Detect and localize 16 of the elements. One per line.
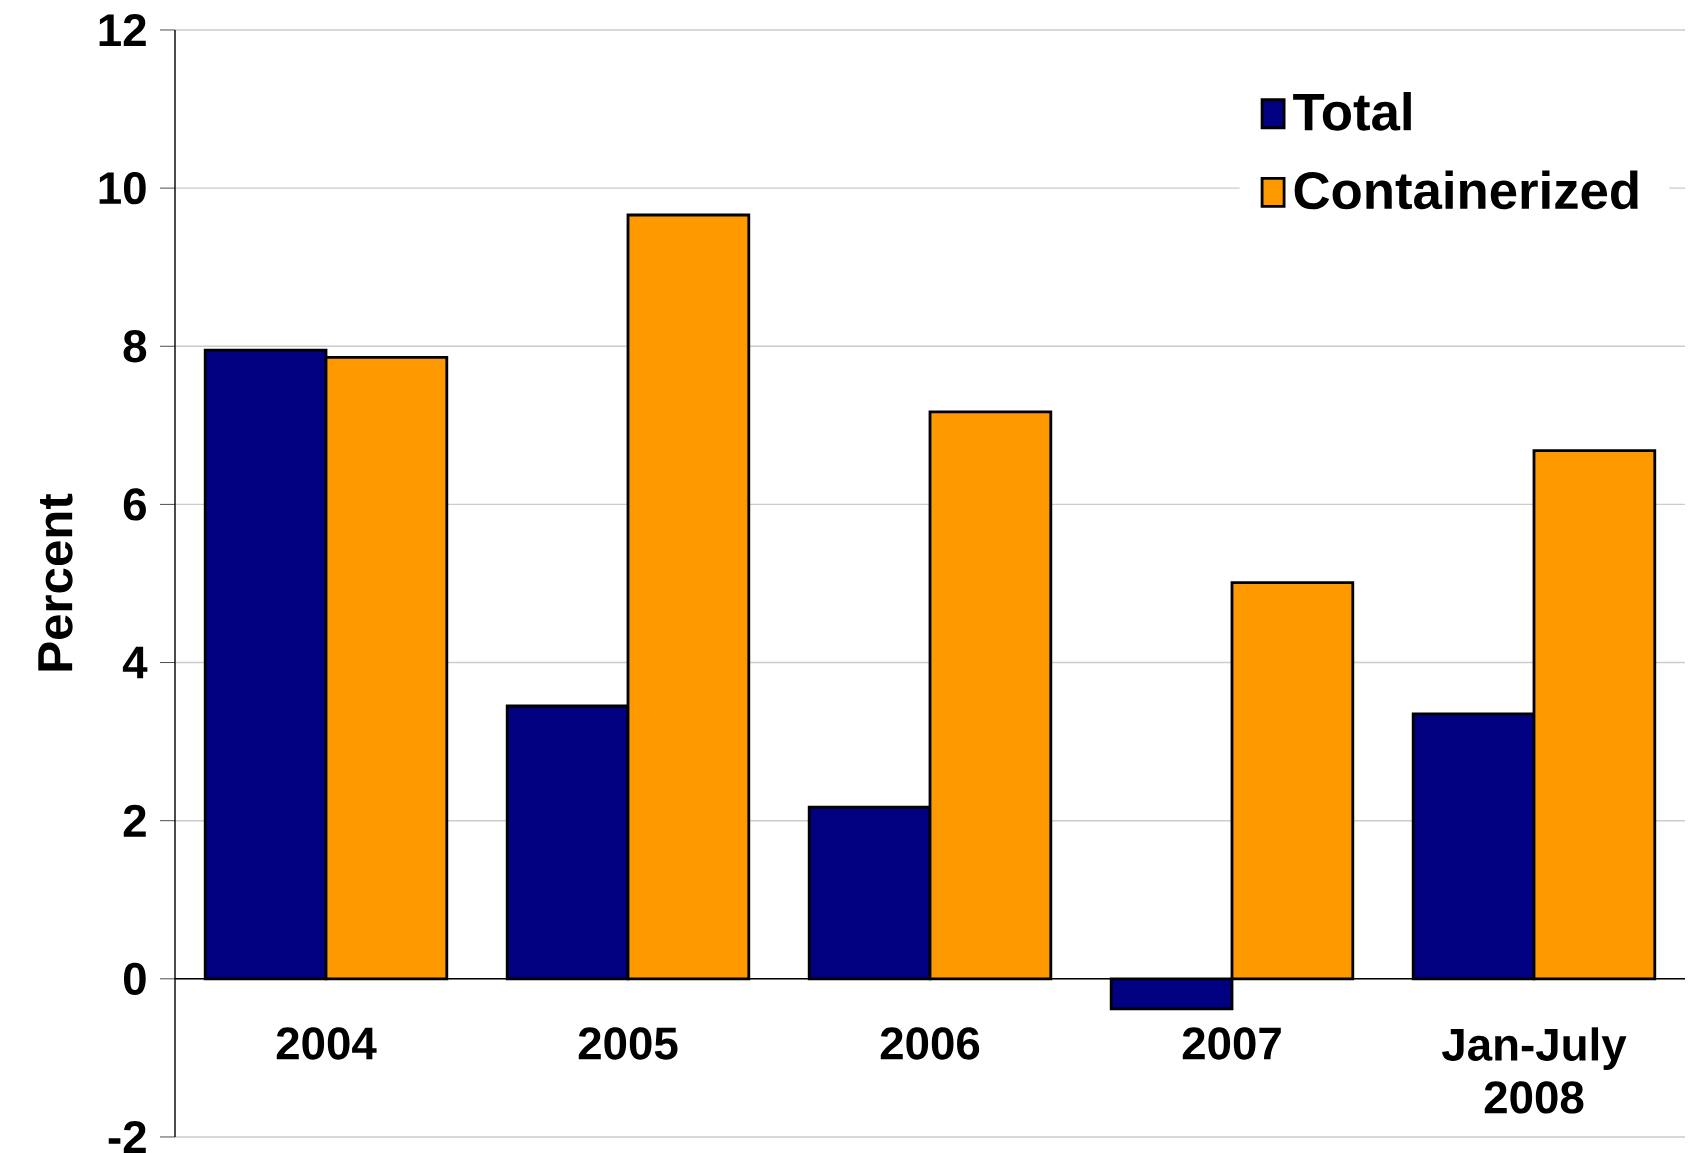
- x-tick-label: 2004: [276, 1027, 377, 1060]
- y-tick-label: -2: [108, 1121, 146, 1153]
- x-tick-label: 2006: [880, 1027, 980, 1060]
- legend-label: Containerized: [1294, 170, 1638, 210]
- y-tick-label: 2: [123, 804, 146, 837]
- x-tick-label: Jan-July 2008: [1442, 1027, 1627, 1114]
- legend-label: Total: [1293, 92, 1411, 131]
- y-tick-label: 6: [123, 488, 146, 521]
- y-axis-title: Percent: [38, 493, 73, 671]
- y-tick-label: 0: [123, 962, 146, 996]
- y-tick-label: 10: [99, 171, 146, 205]
- y-tick-label: 12: [99, 14, 146, 46]
- x-tick-label: 2005: [578, 1027, 678, 1060]
- y-tick-label: 4: [122, 646, 148, 679]
- x-tick-label: 2007: [1182, 1027, 1281, 1060]
- y-tick-label: 8: [123, 330, 147, 363]
